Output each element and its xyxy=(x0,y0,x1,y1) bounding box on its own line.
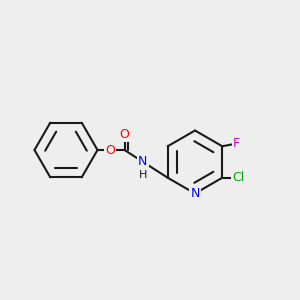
Text: H: H xyxy=(139,170,147,180)
Text: O: O xyxy=(105,143,115,157)
Text: N: N xyxy=(190,187,200,200)
Text: N: N xyxy=(138,155,147,168)
Text: O: O xyxy=(120,128,129,141)
Text: F: F xyxy=(233,137,240,150)
Text: Cl: Cl xyxy=(233,171,245,184)
